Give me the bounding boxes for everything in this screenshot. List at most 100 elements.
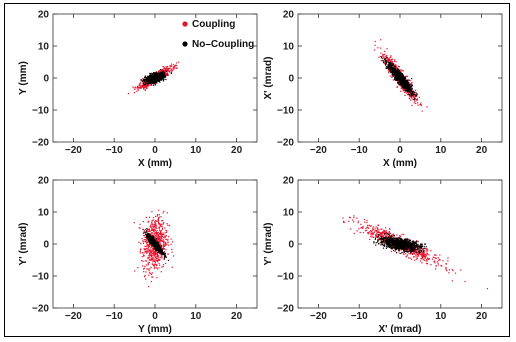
data-point — [395, 68, 398, 70]
data-point — [396, 68, 399, 70]
data-point — [402, 84, 404, 86]
data-point — [411, 90, 413, 92]
data-point — [155, 225, 158, 227]
data-point — [152, 73, 154, 75]
data-point — [153, 73, 155, 75]
data-point — [393, 73, 395, 75]
data-point — [403, 88, 406, 90]
data-point — [416, 257, 418, 260]
data-point — [154, 241, 156, 243]
data-point — [146, 80, 148, 83]
data-point — [158, 262, 160, 264]
data-point — [411, 83, 413, 85]
data-point — [153, 243, 156, 246]
data-point — [150, 258, 153, 260]
data-point — [156, 255, 158, 258]
data-point — [156, 260, 159, 263]
data-point — [394, 78, 397, 81]
data-point — [147, 263, 149, 265]
data-point — [157, 219, 160, 221]
data-point — [386, 62, 388, 64]
data-point — [164, 235, 166, 237]
data-point — [393, 69, 395, 71]
data-point — [394, 69, 396, 71]
data-point — [154, 252, 156, 254]
data-point — [160, 246, 162, 248]
data-point — [149, 236, 152, 238]
data-point — [148, 235, 150, 237]
data-point — [153, 225, 155, 228]
data-point — [175, 65, 177, 67]
data-point — [150, 257, 152, 259]
data-point — [356, 230, 358, 232]
data-point — [445, 268, 447, 271]
data-point — [153, 239, 156, 241]
data-point — [145, 216, 147, 219]
data-point — [387, 64, 389, 66]
data-point — [162, 68, 164, 71]
data-point — [391, 60, 393, 62]
data-point — [156, 248, 159, 250]
data-point — [406, 81, 408, 83]
data-point — [405, 79, 407, 81]
legend-label: No–Coupling — [192, 39, 254, 50]
data-point — [159, 226, 161, 228]
data-point — [171, 241, 174, 243]
data-point — [151, 245, 153, 247]
data-point — [155, 78, 157, 81]
data-point — [401, 84, 403, 86]
data-point — [404, 78, 406, 80]
data-point — [402, 87, 404, 89]
data-point — [144, 238, 146, 241]
scatter-points — [127, 61, 180, 95]
data-point — [407, 86, 409, 88]
data-point — [411, 95, 413, 97]
data-point — [163, 222, 165, 224]
data-point — [156, 239, 158, 241]
data-point — [157, 76, 159, 78]
data-point — [389, 75, 391, 77]
data-point — [142, 260, 144, 262]
data-point — [371, 234, 373, 236]
data-point — [402, 81, 404, 84]
data-point — [152, 250, 154, 252]
data-point — [152, 242, 154, 245]
data-point — [394, 69, 396, 72]
data-point — [416, 94, 418, 96]
data-point — [170, 71, 172, 73]
data-point — [163, 243, 165, 246]
data-point — [384, 65, 387, 67]
x-tick-label: 10 — [435, 145, 447, 156]
data-point — [143, 249, 145, 251]
data-point — [169, 67, 171, 70]
data-point — [152, 241, 154, 244]
data-point — [155, 248, 157, 250]
data-point — [156, 232, 158, 234]
data-point — [400, 85, 402, 87]
data-point — [147, 247, 149, 249]
data-point — [150, 251, 153, 253]
data-point — [146, 237, 148, 239]
data-point — [138, 86, 141, 88]
data-point — [146, 245, 148, 247]
x-axis-label: X (mm) — [383, 158, 417, 169]
data-point — [403, 77, 406, 79]
data-point — [149, 72, 151, 75]
data-point — [141, 252, 144, 254]
data-point — [392, 73, 394, 75]
data-point — [153, 224, 155, 226]
data-point — [144, 265, 146, 268]
data-point — [409, 86, 411, 88]
data-point — [155, 80, 157, 82]
data-point — [380, 39, 382, 41]
data-point — [407, 93, 409, 96]
data-point — [142, 228, 144, 230]
data-point — [391, 68, 393, 71]
data-point — [160, 69, 162, 72]
data-point — [154, 229, 156, 231]
data-point — [151, 241, 153, 243]
x-tick-label: 10 — [190, 145, 202, 156]
data-point — [383, 56, 385, 58]
data-point — [410, 90, 412, 92]
